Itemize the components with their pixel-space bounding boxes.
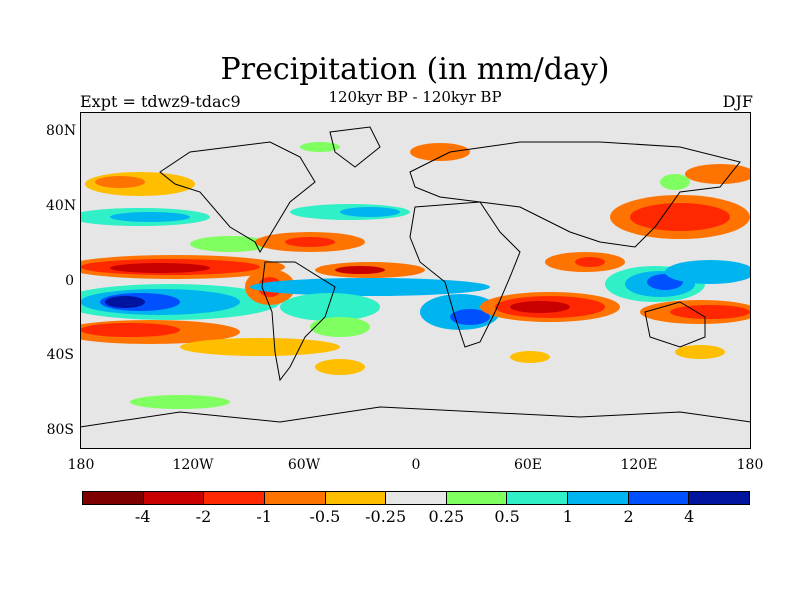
colorbar-label: -4	[134, 507, 151, 526]
colorbar-label: 2	[623, 507, 634, 526]
lon-label-180e: 180	[736, 457, 764, 473]
colorbar-box	[507, 492, 569, 504]
colorbar-label: -0.25	[365, 507, 407, 526]
lat-label-80n: 80N	[46, 123, 77, 139]
colorbar-box	[386, 492, 447, 504]
colorbar-box	[83, 492, 144, 504]
anomaly-fields	[80, 142, 751, 409]
map-field	[80, 126, 751, 428]
lon-label-120w: 120W	[172, 457, 214, 473]
lat-label-80s: 80S	[46, 422, 74, 438]
lon-label-0: 0	[411, 457, 421, 473]
lat-label-40n: 40N	[46, 198, 77, 214]
colorbar-label: -0.5	[309, 507, 341, 526]
lon-label-180w: 180	[67, 457, 95, 473]
lon-label-60e: 60E	[513, 457, 543, 473]
colorbar-box	[325, 492, 387, 504]
colorbar	[82, 491, 750, 505]
lon-label-60w: 60W	[287, 457, 321, 473]
lat-label-40s: 40S	[46, 347, 74, 363]
colorbar-box	[264, 492, 326, 504]
colorbar-label: -1	[256, 507, 272, 526]
chart-title: Precipitation (in mm/day)	[220, 52, 610, 87]
colorbar-box	[568, 492, 629, 504]
colorbar-label: -2	[195, 507, 212, 526]
experiment-label: Expt = tdwz9-tdac9	[80, 92, 241, 111]
colorbar-box	[204, 492, 265, 504]
colorbar-label: 0.5	[494, 507, 520, 526]
colorbar-box	[446, 492, 508, 504]
colorbar-box	[689, 492, 750, 504]
lon-label-120e: 120E	[620, 457, 658, 473]
colorbar-label: 0.25	[428, 507, 465, 526]
chart-subtitle: 120kyr BP - 120kyr BP	[328, 88, 502, 106]
colorbar-label: 1	[562, 507, 573, 526]
colorbar-label: 4	[684, 507, 695, 526]
coastlines	[80, 126, 751, 428]
lat-label-0: 0	[65, 273, 74, 289]
season-label: DJF	[722, 92, 753, 111]
precipitation-map	[80, 112, 751, 449]
colorbar-box	[143, 492, 205, 504]
colorbar-box	[628, 492, 690, 504]
